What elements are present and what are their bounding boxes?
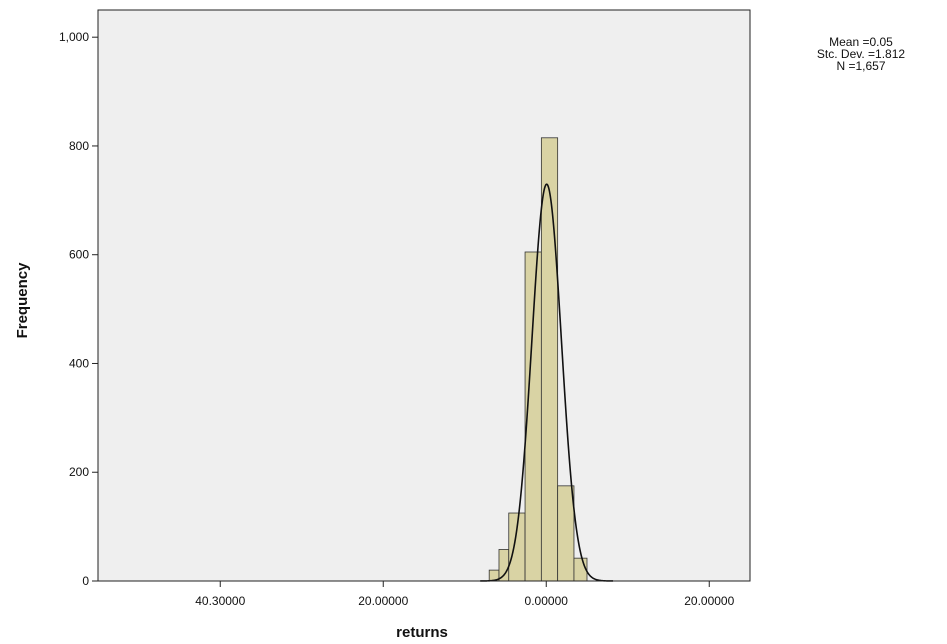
y-tick-label: 800 (69, 139, 89, 153)
histogram-bar (540, 137, 559, 582)
y-tick-label: 400 (69, 356, 89, 370)
stat-mean: Mean =0.05 (829, 35, 893, 49)
x-tick-label: 40.30000 (195, 594, 245, 608)
x-tick-label: 20.00000 (358, 594, 408, 608)
x-axis-title: returns (396, 624, 448, 641)
x-axis: 40.30000 20.00000 0.00000 20.00000 (195, 581, 735, 608)
y-tick-label: 600 (69, 248, 89, 262)
plot-frame (97, 9, 751, 582)
bars-group (488, 137, 588, 582)
y-tick-label: 200 (69, 465, 89, 479)
stats-legend: Mean =0.05 Stc. Dev. =1.812 N =1,657 (786, 36, 936, 72)
plot-area (98, 10, 750, 581)
histogram-bar (573, 557, 588, 582)
histogram-bar (557, 485, 575, 582)
y-axis-title: Frequency (14, 262, 31, 339)
stat-n: N =1,657 (836, 59, 886, 73)
y-axis: 0 200 400 600 800 1,000 (59, 30, 98, 588)
stat-std-dev: Stc. Dev. =1.812 (816, 47, 906, 61)
normal-curve (480, 183, 614, 582)
x-tick-label: 20.00000 (684, 594, 734, 608)
histogram-bar (498, 549, 510, 582)
x-tick-label: 0.00000 (525, 594, 569, 608)
y-tick-label: 0 (82, 574, 89, 588)
y-tick-label: 1,000 (59, 30, 89, 44)
